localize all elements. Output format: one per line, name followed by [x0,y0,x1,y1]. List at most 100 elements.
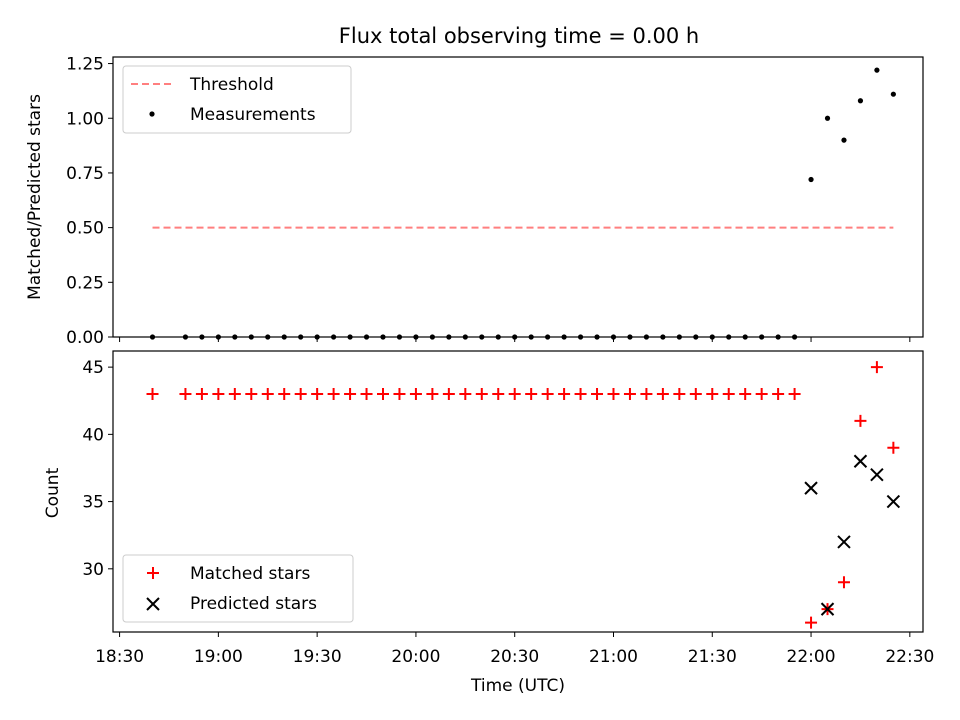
predicted-star-point [820,602,835,616]
matched-star-point [475,388,488,401]
matched-star-point [525,388,538,401]
bottom-y-tick-label: 45 [82,358,104,378]
legend-measurements-marker [149,111,155,117]
matched-star-point [673,388,686,401]
top-y-tick-label: 0.75 [66,164,104,184]
matched-star-point [772,388,785,401]
matched-star-point [574,388,587,401]
matched-star-point [788,388,801,401]
bottom-y-tick-label: 35 [82,493,104,513]
matched-star-point [360,388,373,401]
matched-star-point [426,388,439,401]
top-y-tick-label: 0.50 [66,219,104,239]
x-tick-label: 20:30 [490,647,539,667]
bottom-y-axis-label: Count [43,467,63,518]
matched-star-point [591,388,604,401]
matched-star-point [459,388,472,401]
bottom-legend: Matched stars Predicted stars [122,554,354,623]
measurement-point [890,91,896,97]
bottom-plot-area [146,361,901,629]
bottom-y-tick-label: 30 [82,560,104,580]
matched-star-point [870,361,883,374]
x-axis-label: Time (UTC) [470,676,565,696]
bottom-panel: 30 35 40 45 18:30 19:00 19:30 20:00 20:30 21:00 2… [43,350,934,696]
legend-matched-label: Matched stars [190,564,310,584]
x-tick-label: 21:30 [688,647,737,667]
matched-star-point [722,388,735,401]
measurement-point [874,67,880,73]
matched-star-point [640,388,653,401]
legend-predicted-label: Predicted stars [190,594,317,614]
matched-star-point [344,388,357,401]
top-axes-frame [112,56,924,338]
bottom-y-axis: 30 35 40 45 [82,358,113,580]
bottom-y-tick-label: 40 [82,425,104,445]
x-tick-label: 18:30 [95,647,144,667]
top-x-axis [119,337,911,342]
matched-star-point [887,441,900,454]
matched-star-point [492,388,505,401]
matched-star-point [706,388,719,401]
matched-star-point [195,388,208,401]
matched-star-point [228,388,241,401]
predicted-star-point [853,454,868,468]
matched-star-point [311,388,324,401]
matched-star-point [327,388,340,401]
top-y-tick-label: 0.00 [66,328,104,348]
legend-threshold-label: Threshold [189,75,274,95]
top-legend-box [122,65,352,134]
matched-star-point [278,388,291,401]
top-y-axis-label: Matched/Predicted stars [25,94,45,300]
top-y-tick-label: 1.00 [66,109,104,129]
x-tick-label: 22:00 [787,647,836,667]
x-tick-label: 21:00 [589,647,638,667]
legend-matched-marker [147,567,159,579]
top-y-axis: 0.00 0.25 0.50 0.75 1.00 1.25 [66,55,113,348]
measurement-point [808,176,814,183]
matched-star-point [623,388,636,401]
matched-star-point [739,388,752,401]
matched-star-point [146,388,159,401]
matched-star-point [442,388,455,401]
matched-star-point [377,388,389,401]
matched-star-point [294,388,307,401]
legend-measurements-label: Measurements [190,105,316,125]
x-tick-label: 19:00 [194,647,243,667]
matched-star-point [245,388,258,401]
x-tick-label: 20:00 [391,647,440,667]
predicted-star-point [886,494,901,509]
matched-star-point [508,388,521,401]
bottom-axes-frame [112,350,924,633]
matched-star-point [837,576,850,589]
chart-title: Flux total observing time = 0.00 h [339,24,699,48]
bottom-legend-box [122,554,354,623]
legend-predicted-marker [146,597,160,611]
top-y-tick-label: 0.25 [66,273,104,293]
predicted-star-point [837,535,851,549]
measurement-point [824,115,831,121]
matched-star-point [212,388,225,401]
x-tick-label: 19:30 [293,647,342,667]
matched-star-point [656,388,669,401]
matched-star-point [393,388,406,401]
matched-star-point [854,414,867,427]
top-y-tick-label: 1.25 [66,55,104,75]
matched-star-point [805,616,818,629]
matched-star-point [689,388,702,401]
matched-star-point [179,388,192,401]
x-tick-label: 22:30 [885,647,934,667]
matched-star-point [755,388,768,401]
measurement-point [857,98,864,104]
bottom-x-axis: 18:30 19:00 19:30 20:00 20:30 21:00 21:30 22:00… [95,632,934,667]
top-panel: 0.00 0.25 0.50 0.75 1.00 1.25 Matched/Predict… [25,55,924,348]
predicted-star-point [870,467,884,482]
matched-star-point [558,388,571,401]
predicted-star-point [804,481,818,495]
matched-star-point [541,388,554,401]
matched-star-point [409,388,422,401]
measurement-point [841,137,847,143]
top-legend: Threshold Measurements [122,65,352,134]
matched-star-point [261,388,274,401]
matched-star-point [607,388,620,401]
